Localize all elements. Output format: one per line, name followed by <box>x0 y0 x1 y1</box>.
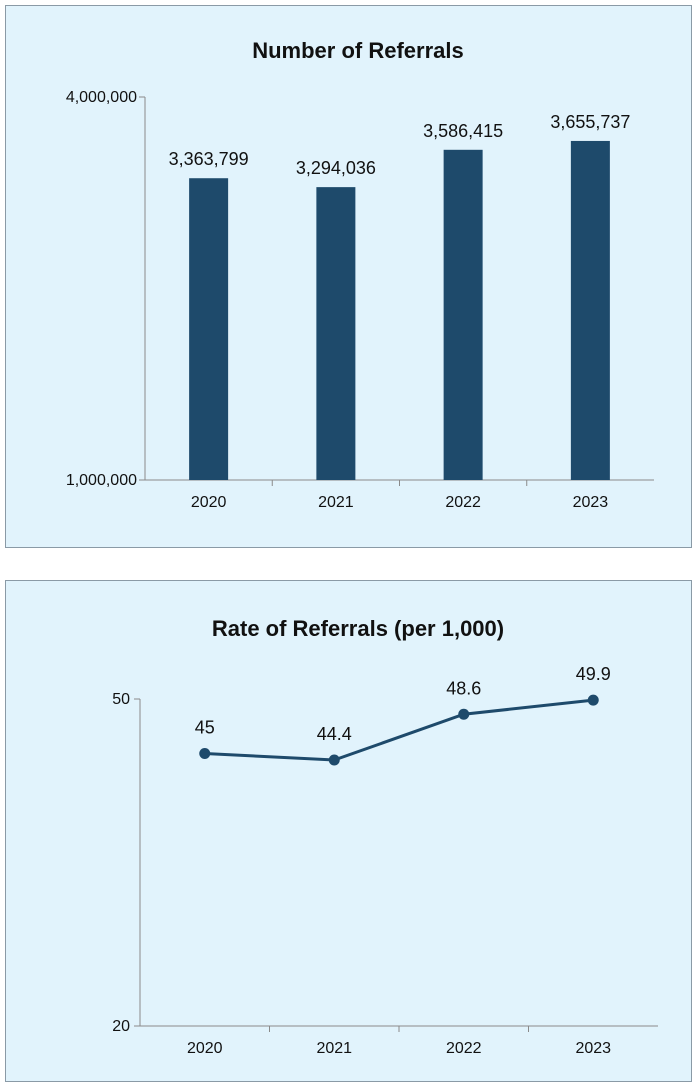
point-value-label: 48.6 <box>446 678 481 698</box>
referrals-count-chart: Number of Referrals 1,000,000 4,000,000 3,… <box>66 38 654 511</box>
chart-title: Number of Referrals <box>252 38 464 63</box>
bar-2021 <box>316 187 356 481</box>
bar-2020 <box>189 178 229 480</box>
x-tick-label: 2023 <box>575 1040 611 1057</box>
data-point-2020 <box>199 748 211 759</box>
chart-marks: 1,000,000 4,000,000 3,363,799 2020 3,294,036… <box>66 89 631 511</box>
x-tick-label: 2022 <box>445 494 481 511</box>
x-tick-label: 2020 <box>187 1040 223 1057</box>
x-tick-label: 2022 <box>446 1040 482 1057</box>
data-point-2021 <box>328 754 340 766</box>
referrals-rate-chart: Rate of Referrals (per 1,000) 20 50 45 2020… <box>112 616 658 1057</box>
x-tick-label: 2021 <box>318 494 354 511</box>
x-tick-label: 2021 <box>316 1040 352 1057</box>
series-line <box>204 698 594 762</box>
bar-value-label: 3,363,799 <box>169 149 249 169</box>
data-point-2022 <box>458 708 470 720</box>
x-tick-label: 2020 <box>191 494 227 511</box>
chart-title: Rate of Referrals (per 1,000) <box>212 616 504 641</box>
referrals-count-chart-panel: Number of Referrals 1,000,000 4,000,000 3,… <box>5 5 692 548</box>
y-tick-label: 20 <box>112 1018 130 1035</box>
y-tick-label: 50 <box>112 691 130 708</box>
x-tick-label: 2023 <box>573 494 609 511</box>
bar-2022 <box>443 149 483 480</box>
point-value-label: 45 <box>195 718 215 738</box>
point-value-label: 49.9 <box>576 664 611 684</box>
point-value-label: 44.4 <box>317 724 352 744</box>
y-tick-label: 4,000,000 <box>66 89 137 106</box>
data-point-2023 <box>587 694 599 706</box>
chart-marks: 20 50 45 2020 44.4 2021 48.6 2022 49.9 2023 <box>112 664 611 1057</box>
y-tick-label: 1,000,000 <box>66 472 137 489</box>
bar-value-label: 3,655,737 <box>550 112 630 132</box>
bar-2023 <box>570 140 610 480</box>
referrals-rate-chart-panel: Rate of Referrals (per 1,000) 20 50 45 2020… <box>5 580 692 1082</box>
bar-value-label: 3,294,036 <box>296 158 376 178</box>
chart-axes <box>139 699 658 1027</box>
bar-value-label: 3,586,415 <box>423 121 503 141</box>
